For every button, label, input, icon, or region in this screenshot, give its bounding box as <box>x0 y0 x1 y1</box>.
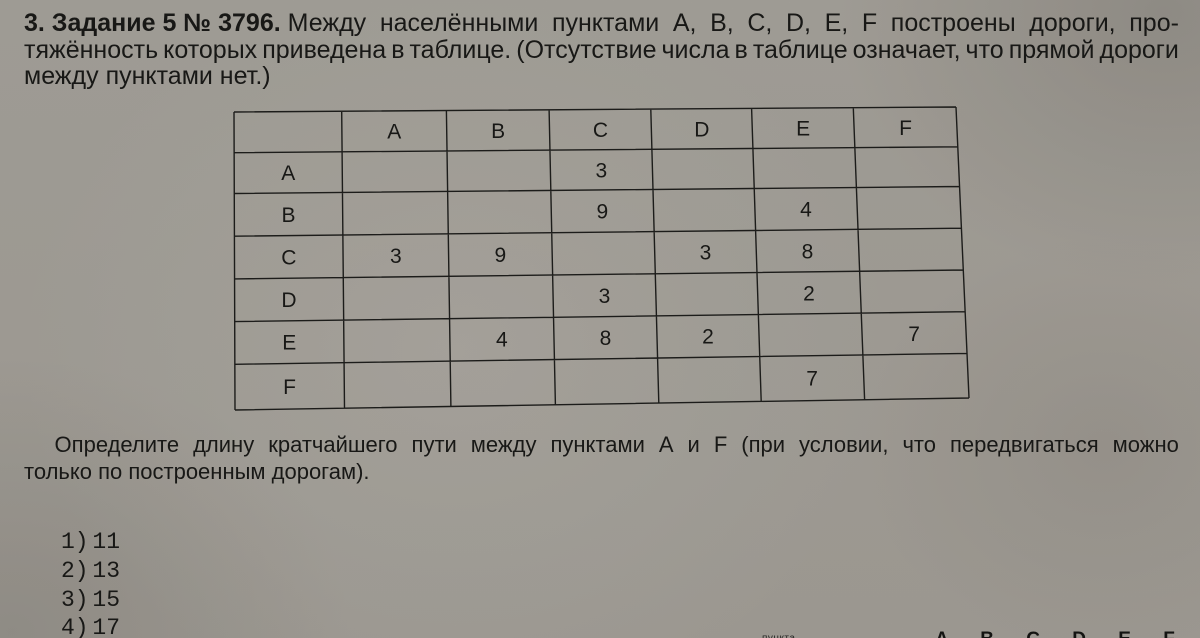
svg-text:4: 4 <box>800 199 812 222</box>
svg-text:7: 7 <box>806 368 818 391</box>
svg-text:2: 2 <box>702 326 714 349</box>
svg-text:B: B <box>281 204 295 227</box>
svg-text:2: 2 <box>803 282 815 305</box>
svg-text:D: D <box>694 118 709 141</box>
svg-text:3: 3 <box>599 285 611 308</box>
svg-text:D: D <box>281 289 296 312</box>
svg-text:9: 9 <box>495 244 507 267</box>
svg-text:C: C <box>593 119 608 142</box>
svg-text:4: 4 <box>496 329 508 352</box>
svg-text:A: A <box>281 162 295 185</box>
svg-text:F: F <box>283 376 296 399</box>
svg-text:C: C <box>281 246 296 269</box>
svg-text:3: 3 <box>390 245 402 268</box>
svg-text:3: 3 <box>700 242 712 265</box>
svg-text:8: 8 <box>802 240 814 263</box>
svg-text:E: E <box>282 332 296 355</box>
svg-text:3: 3 <box>596 159 608 182</box>
svg-text:9: 9 <box>597 201 609 224</box>
svg-text:F: F <box>899 117 912 140</box>
svg-text:E: E <box>796 118 810 141</box>
svg-text:A: A <box>387 121 401 144</box>
svg-text:8: 8 <box>600 327 612 350</box>
svg-text:B: B <box>491 120 505 143</box>
svg-text:7: 7 <box>908 323 920 346</box>
